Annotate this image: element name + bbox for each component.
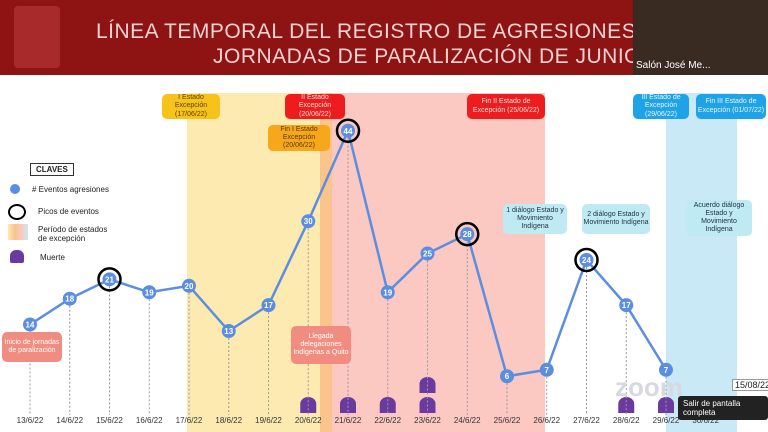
legend-swatch [10, 250, 24, 263]
data-point [380, 285, 395, 300]
peak-ring [97, 267, 122, 292]
data-label: 14 [26, 321, 35, 330]
data-point [102, 272, 117, 287]
annotation: Fin II Estado de Excepción (25/06/22) [467, 94, 545, 119]
x-tick-label: 19/6/22 [255, 416, 282, 425]
legend-swatch [8, 224, 28, 240]
data-label: 7 [664, 366, 669, 375]
annotation: Acuerdo diálogo Estado y Movimiento Indí… [686, 200, 752, 236]
data-point [23, 317, 37, 332]
legend-title: CLAVES [30, 163, 74, 176]
period-band [332, 93, 545, 432]
x-tick-label: 24/6/22 [454, 416, 481, 425]
x-tick-label: 16/6/22 [136, 416, 163, 425]
chart: 13/6/22 14/6/22 15/6/22 16/6/22 17/6/22 18/6/… [17, 93, 737, 432]
data-point [460, 227, 475, 242]
legend-label: # Eventos agresiones [32, 185, 109, 194]
x-tick-label: 29/6/22 [653, 416, 680, 425]
data-point [261, 298, 276, 313]
title-line: LÍNEA TEMPORAL DEL REGISTRO DE AGRESIONE… [96, 20, 705, 43]
annotation: Inicio de jornadas de paralización [2, 332, 62, 362]
participant-name: Salón José Me... [636, 60, 711, 71]
annotation: II Estado Excepción (20/06/22) [285, 94, 345, 119]
data-label: 18 [65, 295, 74, 304]
x-tick-label: 30/6/22 [692, 416, 719, 425]
annotation: Llegada delegaciones Indígenas a Quito [291, 326, 351, 364]
title-line: JORNADAS DE PARALIZACIÓN DE JUNIO DE [213, 45, 678, 68]
data-point [301, 214, 316, 229]
logo [14, 6, 60, 68]
x-tick-label: 17/6/22 [176, 416, 203, 425]
data-point [659, 362, 673, 377]
data-label: 7 [545, 366, 550, 375]
data-point [62, 291, 77, 306]
x-tick-label: 23/6/22 [414, 416, 441, 425]
data-label: 13 [224, 327, 233, 336]
data-label: 17 [264, 301, 273, 310]
data-label: 19 [383, 288, 392, 297]
legend-label: Muerte [40, 253, 65, 262]
data-label: 30 [304, 217, 313, 226]
data-label: 24 [582, 256, 591, 265]
annotation: I Estado Excepción (17/06/22) [162, 94, 220, 119]
annotation: 2 diálogo Estado y Movimiento Indígena [582, 204, 650, 234]
data-label: 44 [344, 127, 353, 136]
data-point [221, 324, 236, 339]
x-tick-label: 27/6/22 [573, 416, 600, 425]
x-tick-label: 25/6/22 [494, 416, 521, 425]
peak-ring [574, 247, 599, 273]
x-tick-label: 26/6/22 [533, 416, 560, 425]
x-tick-label: 15/6/22 [96, 416, 123, 425]
data-label: 25 [423, 250, 432, 259]
period-band [666, 93, 737, 432]
x-tick-label: 22/6/22 [374, 416, 401, 425]
data-point [619, 298, 634, 313]
peak-ring [335, 118, 361, 144]
data-label: 19 [145, 288, 154, 297]
participant-video [633, 0, 768, 75]
x-tick-label: 13/6/22 [17, 416, 44, 425]
data-point [182, 278, 196, 293]
zoom-watermark: zoom [615, 372, 683, 402]
data-label: 21 [105, 275, 114, 284]
x-tick-label: 21/6/22 [335, 416, 362, 425]
data-point [579, 252, 594, 267]
data-label: 6 [505, 372, 510, 381]
data-point [539, 362, 554, 377]
x-tick-label: 20/6/22 [295, 416, 322, 425]
legend-label: Picos de eventos [38, 207, 99, 216]
legend-swatch [8, 204, 26, 220]
death-icon [340, 397, 356, 413]
peak-ring [455, 221, 480, 247]
data-point [341, 123, 355, 138]
x-tick-label: 28/6/22 [613, 416, 640, 425]
data-point [500, 369, 514, 384]
legend-swatch [10, 184, 20, 194]
legend-label: Período de estados de excepción [38, 225, 108, 243]
data-point [142, 285, 157, 300]
annotation: Fin III Estado de Excepción (01/07/22) [696, 94, 766, 119]
annotation: 1 diálogo Estado y Movimiento Indígena [503, 204, 567, 234]
data-label: 20 [185, 282, 194, 291]
data-point [420, 246, 435, 261]
date-badge: 15/08/22 [732, 379, 768, 391]
annotation: III Estado de Excepción (29/06/22) [633, 94, 689, 119]
data-label: 17 [622, 301, 631, 310]
x-tick-label: 18/6/22 [215, 416, 242, 425]
x-tick-label: 14/6/22 [56, 416, 83, 425]
data-label: 28 [463, 230, 472, 239]
exit-fullscreen-button[interactable]: Salir de pantalla completa [678, 396, 768, 420]
annotation: Fin I Estado Excepción (20/06/22) [268, 125, 330, 151]
